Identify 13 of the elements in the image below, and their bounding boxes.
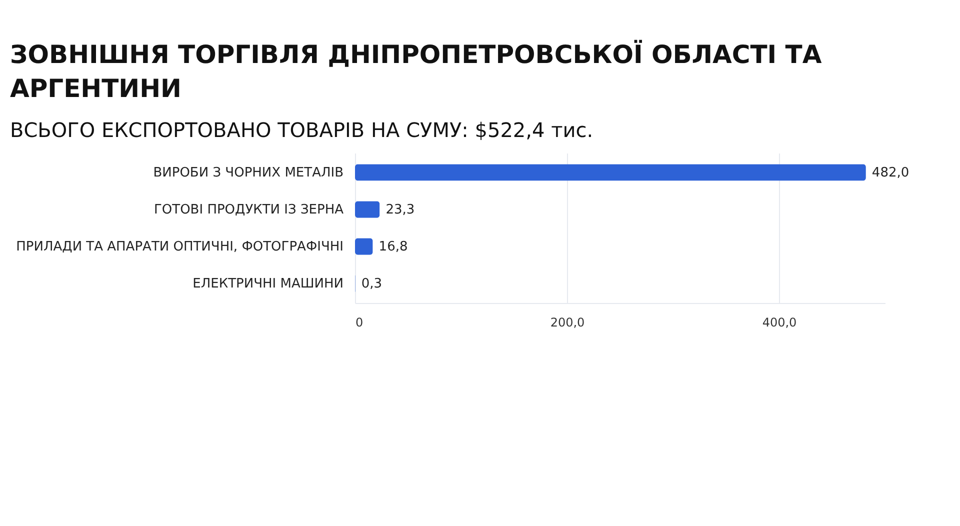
x-tick-label: 0 [356,316,364,330]
x-tick-label: 400,0 [762,316,797,330]
y-tick-label: ПРИЛАДИ ТА АПАРАТИ ОПТИЧНІ, ФОТОГРАФІЧНІ [16,240,344,255]
data-label: 482,0 [872,165,910,180]
chart-subtitle: ВСЬОГО ЕКСПОРТОВАНО ТОВАРІВ НА СУМУ: $522,4 тис. [10,118,594,142]
y-tick-label: ЕЛЕКТРИЧНІ МАШИНИ [192,276,344,292]
data-label: 23,3 [386,202,415,218]
y-tick-label: ГОТОВІ ПРОДУКТИ ІЗ ЗЕРНА [154,202,344,218]
chart-title: ЗОВНІШНЯ ТОРГІВЛЯ ДНІПРОПЕТРОВСЬКОЇ ОБЛАСТІ ТА АРГЕНТИНИ [10,38,823,105]
data-label: 16,8 [378,240,408,255]
data-label: 0,3 [361,276,382,292]
y-tick-label: ВИРОБИ З ЧОРНИХ МЕТАЛІВ [153,165,344,180]
x-tick-label: 200,0 [550,316,585,330]
